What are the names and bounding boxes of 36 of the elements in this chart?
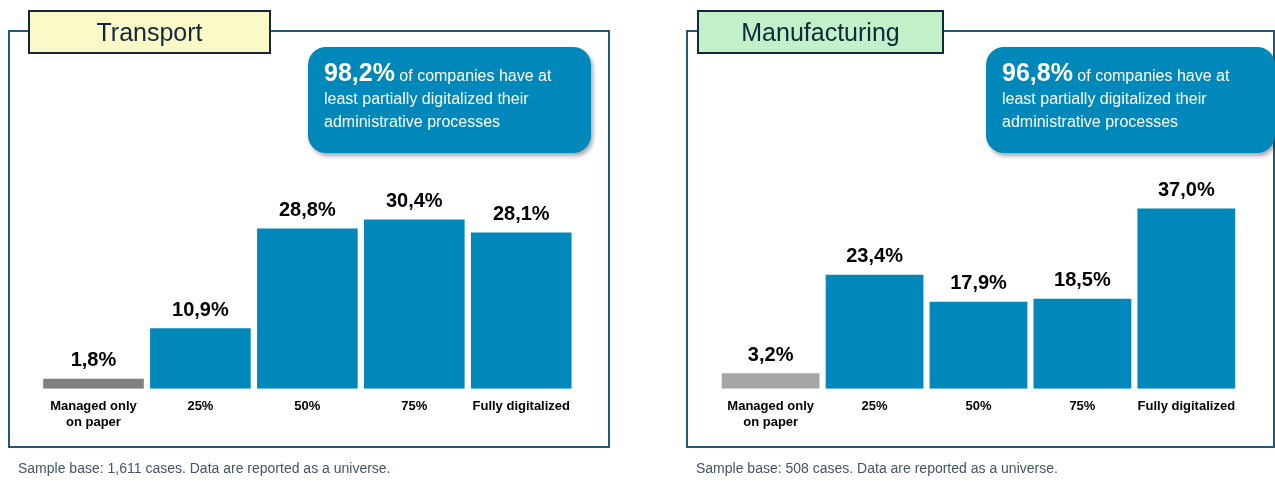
bar	[929, 301, 1028, 389]
text: Sample base: 1,611 cases. Data are reported as a universe.	[18, 460, 391, 476]
bar	[363, 219, 465, 389]
x-tick-label: 75%	[1069, 398, 1096, 414]
bar	[43, 378, 144, 389]
bar	[257, 228, 358, 389]
bar	[721, 373, 820, 389]
bar	[825, 274, 924, 389]
bar	[470, 232, 572, 389]
data-label: 28,1%	[492, 201, 550, 224]
bar	[1033, 298, 1132, 389]
x-tick-label: Fully digitalized	[1137, 398, 1236, 414]
data-label: 10,9%	[172, 297, 229, 320]
text: 96,8% of companies have at least partially digitalized their administrative processes	[986, 47, 1275, 153]
bar	[1137, 208, 1236, 389]
x-tick-label: 75%	[401, 398, 428, 414]
data-label: 28,8%	[279, 198, 336, 221]
data-label: 1,8%	[70, 348, 117, 371]
x-tick-label: 25%	[187, 398, 214, 414]
x-tick-label: Managed only on paper	[727, 398, 815, 429]
x-tick-label: 50%	[294, 398, 321, 414]
chart-title: Manufacturing	[697, 10, 944, 54]
text: 98,2% of companies have at least partially digitalized their administrative processes	[308, 47, 591, 153]
x-tick-label: Managed only on paper	[50, 398, 138, 429]
data-label: 3,2%	[747, 342, 794, 365]
x-tick-label: Fully digitalized	[472, 398, 571, 414]
data-label: 37,0%	[1157, 178, 1215, 201]
bar	[150, 328, 251, 389]
data-label: 18,5%	[1054, 268, 1111, 291]
text: Sample base: 508 cases. Data are reported as a universe.	[696, 460, 1058, 476]
chart-title: Transport	[28, 10, 271, 54]
data-label: 23,4%	[846, 244, 904, 267]
data-label: 17,9%	[950, 271, 1008, 294]
x-tick-label: 25%	[861, 398, 889, 414]
x-tick-label: 50%	[965, 398, 992, 414]
data-label: 30,4%	[385, 189, 443, 212]
